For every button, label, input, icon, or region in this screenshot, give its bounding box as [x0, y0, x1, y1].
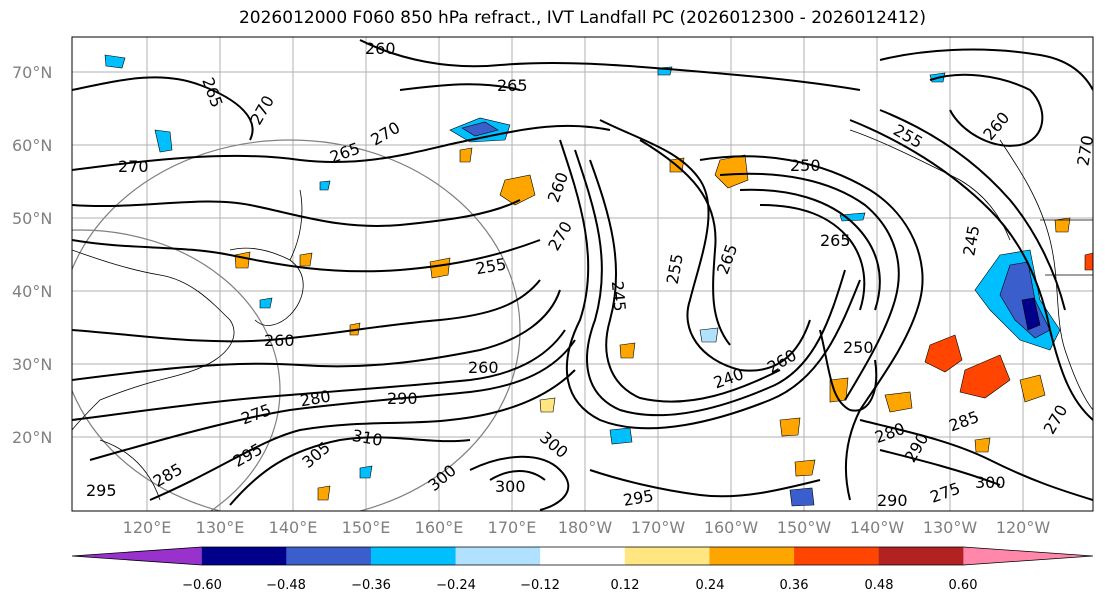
colorbar: [71, 546, 1094, 566]
contour-label: 290: [387, 389, 418, 408]
contour-label: 260: [468, 358, 499, 377]
contour-label: 260: [365, 39, 396, 58]
lon-label: 120°E: [123, 518, 172, 537]
range-circles: [72, 139, 521, 511]
lon-label: 150°E: [342, 518, 391, 537]
lat-label: 40°N: [12, 282, 52, 301]
latitude-labels: 70°N 60°N 50°N 40°N 30°N 20°N: [12, 63, 52, 447]
lon-label: 140°E: [269, 518, 318, 537]
lon-label: 160°W: [704, 518, 759, 537]
lon-label: 170°E: [488, 518, 537, 537]
lat-label: 30°N: [12, 355, 52, 374]
lon-label: 150°W: [777, 518, 832, 537]
colorbar-tick-label: −0.60: [182, 578, 222, 593]
contour-label: 260: [264, 331, 295, 350]
colorbar-extend-min: [72, 547, 202, 565]
lon-label: 130°E: [196, 518, 245, 537]
colorbar-extend-max: [963, 547, 1093, 565]
contour-label: 265: [820, 231, 851, 250]
lon-label: 180°W: [558, 518, 613, 537]
colorbar-segment: [455, 547, 541, 565]
colorbar-segment: [540, 547, 626, 565]
colorbar-tick-label: −0.36: [351, 578, 391, 593]
colorbar-segment: [370, 547, 457, 565]
refractivity-contours: [72, 39, 1093, 511]
contour-label: 250: [843, 338, 874, 357]
map-frame: [71, 36, 1094, 512]
lon-label: 140°W: [850, 518, 905, 537]
contour-label: 295: [86, 481, 117, 500]
lat-label: 70°N: [12, 63, 52, 82]
contour-label: 245: [608, 280, 630, 312]
colorbar-tick-label: −0.48: [266, 578, 306, 593]
contour-label: 300: [495, 477, 526, 496]
lat-label: 20°N: [12, 428, 52, 447]
contour-label: 270: [118, 157, 149, 176]
contour-labels: 260 265 265 270 270 265 270 255 260 270 …: [86, 39, 1097, 510]
colorbar-tick-label: 0.60: [949, 578, 978, 593]
colorbar-tick-label: 0.12: [611, 578, 640, 593]
colorbar-segment: [878, 547, 964, 565]
lon-label: 120°W: [996, 518, 1051, 537]
colorbar-tick-labels: −0.60 −0.48 −0.36 −0.24 −0.12 0.12 0.24 …: [182, 578, 977, 593]
colorbar-segment: [201, 547, 287, 565]
lat-label: 50°N: [12, 209, 52, 228]
lon-label: 130°W: [923, 518, 978, 537]
colorbar-tick-label: 0.24: [696, 578, 725, 593]
lon-label: 160°E: [415, 518, 464, 537]
colorbar-tick-label: 0.36: [780, 578, 809, 593]
map-panel: 260 265 265 270 270 265 270 255 260 270 …: [72, 37, 1097, 511]
contour-label: 300: [975, 473, 1006, 492]
colorbar-outline: [71, 546, 1094, 566]
colorbar-tick-label: 0.48: [865, 578, 894, 593]
colorbar-segment: [624, 547, 710, 565]
colorbar-segment: [286, 547, 372, 565]
colorbar-tick-label: −0.12: [520, 578, 560, 593]
colorbar-segment: [794, 547, 880, 565]
contour-label: 265: [497, 76, 528, 95]
lat-label: 60°N: [12, 136, 52, 155]
colorbar-segment: [709, 547, 795, 565]
longitude-labels: 120°E 130°E 140°E 150°E 160°E 170°E 180°…: [123, 518, 1051, 537]
chart-title: 2026012000 F060 850 hPa refract., IVT La…: [238, 8, 926, 28]
coastlines: [72, 129, 1093, 501]
contour-label: 290: [877, 491, 908, 510]
contour-label: 250: [790, 156, 821, 175]
contour-label: 270: [1073, 134, 1097, 167]
lon-label: 170°W: [631, 518, 686, 537]
colorbar-tick-label: −0.24: [436, 578, 476, 593]
